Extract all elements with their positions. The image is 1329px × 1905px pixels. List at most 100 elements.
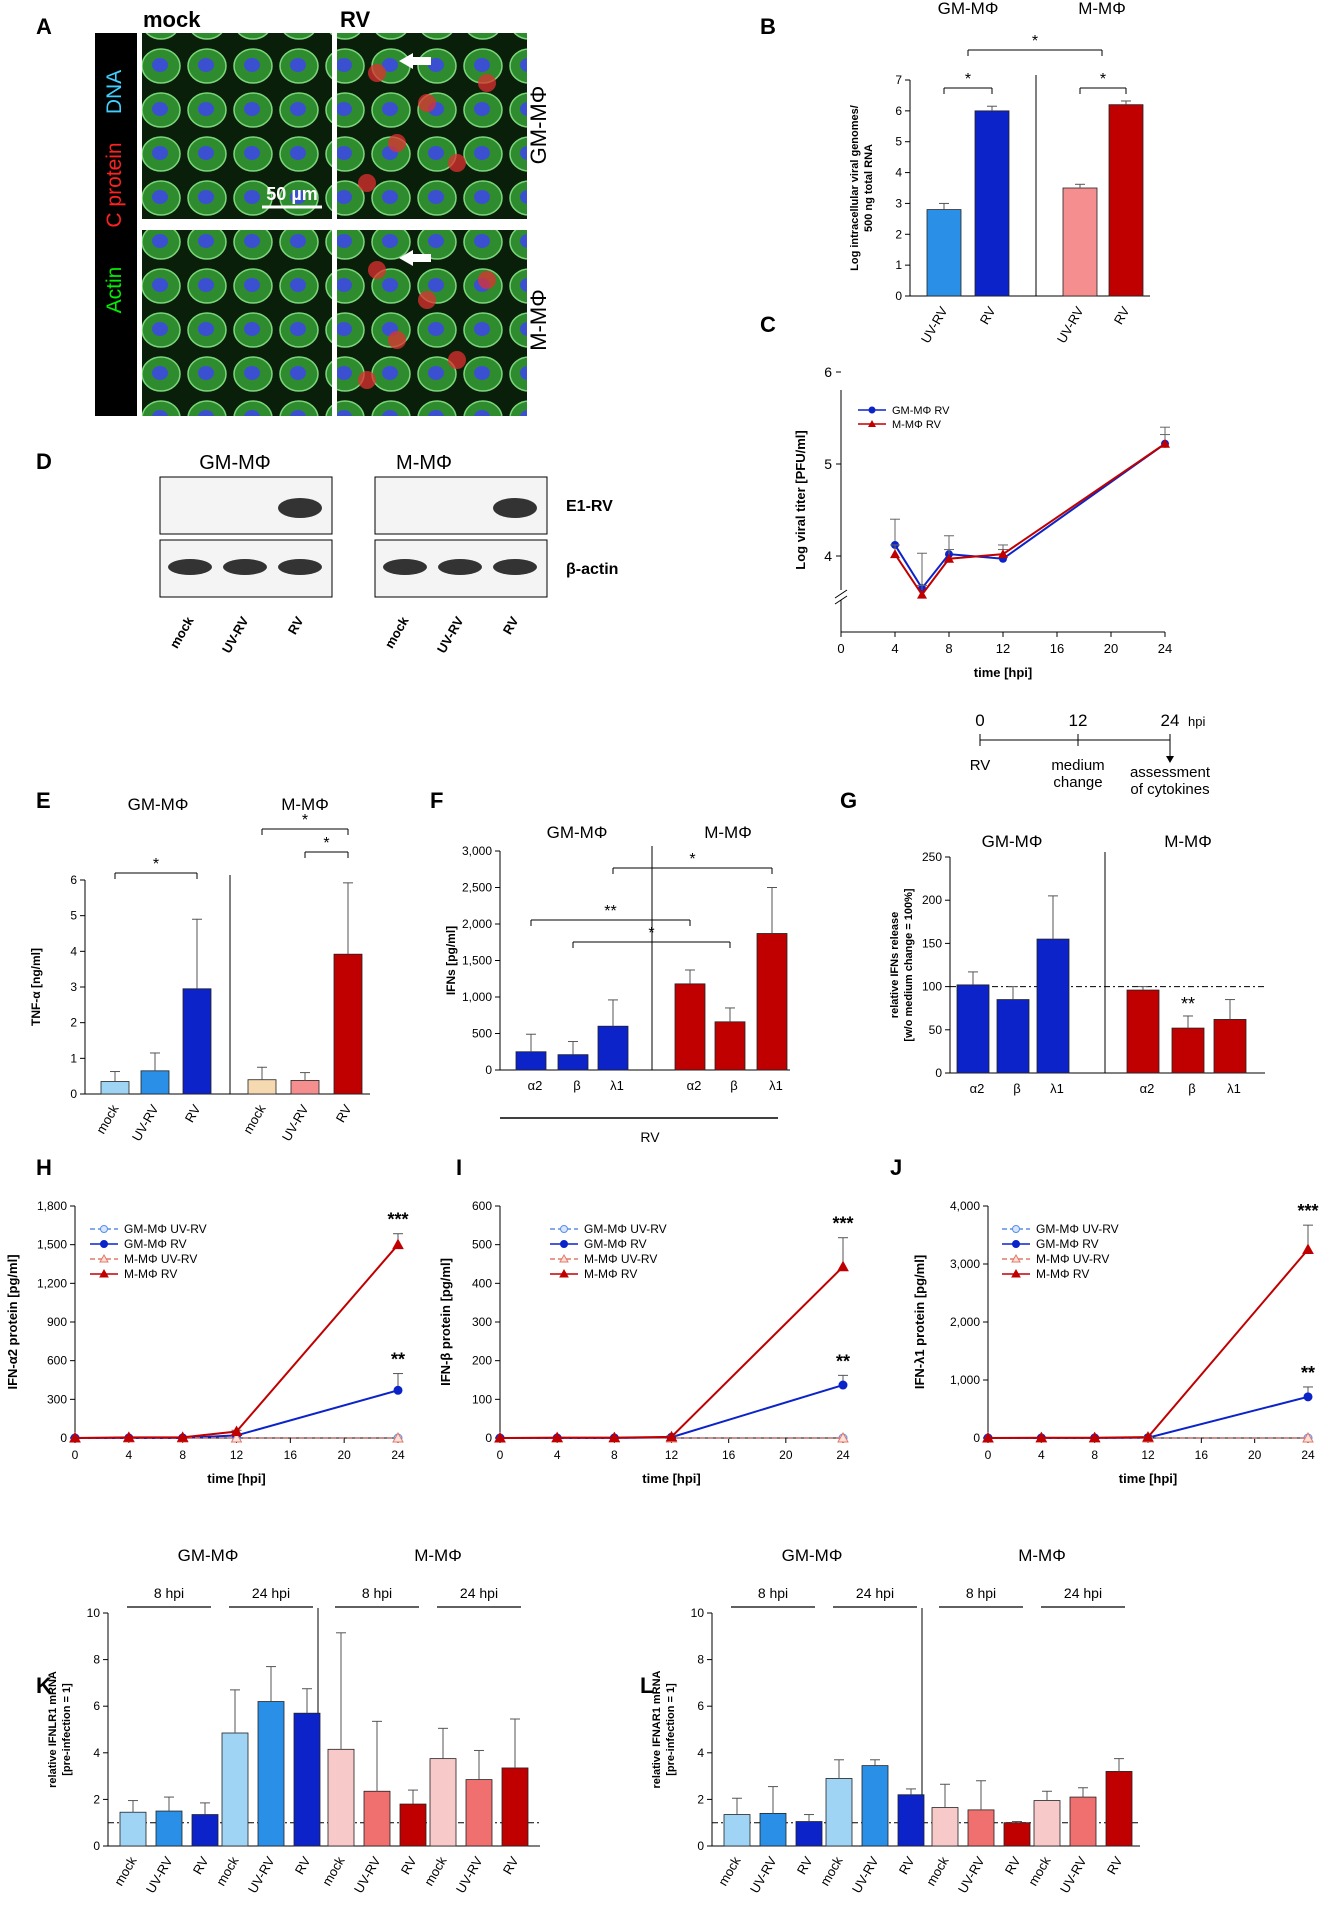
chart-L-x-label: RV	[794, 1854, 816, 1877]
chart-H-y-tick-label: 900	[47, 1315, 67, 1329]
chart-E-significance: *	[302, 812, 308, 829]
chart-J-x-tick-label: 16	[1195, 1448, 1209, 1462]
blot-group-gm: GM-MΦ	[199, 452, 271, 474]
blot-lane-label: mock	[382, 613, 412, 651]
chart-E-y-tick-label: 0	[70, 1087, 77, 1101]
chart-I-legend-marker	[560, 1225, 568, 1233]
chart-E-significance: *	[153, 856, 159, 873]
chart-I-data-point	[837, 1431, 849, 1443]
blot-actin-band-m	[493, 559, 537, 575]
chart-F-significance: *	[689, 851, 695, 868]
chart-F-bar	[674, 983, 706, 1071]
chart-E-x-label: UV-RV	[279, 1102, 312, 1144]
chart-L-bar	[825, 1778, 853, 1847]
chart-E-x-label: RV	[333, 1102, 355, 1125]
chart-H-legend-marker	[100, 1240, 108, 1248]
channel-legend-bar	[95, 33, 137, 416]
chart-K-x-label: mock	[213, 1854, 242, 1889]
chart-H-annotation: ***	[387, 1210, 408, 1230]
chart-H-x-tick-label: 20	[337, 1448, 351, 1462]
row-label-m: M-MΦ	[526, 289, 551, 351]
chart-I-annotation: ***	[832, 1214, 853, 1234]
chart-C-series-line	[894, 442, 1166, 590]
arrow-icon	[399, 53, 431, 69]
chart-E-bar	[140, 1070, 170, 1095]
chart-F-x-label: α2	[528, 1078, 543, 1093]
timeline-label-0: 0	[975, 711, 984, 730]
chart-B-bar	[926, 209, 962, 297]
chart-B-significance: *	[965, 71, 971, 88]
chart-J-annotation: **	[1301, 1363, 1315, 1383]
chart-B-significance: *	[1032, 33, 1038, 50]
chart-J-legend-label: GM-MΦ RV	[1036, 1237, 1099, 1251]
panel-label-I: I	[456, 1155, 462, 1180]
chart-L-x-label: mock	[715, 1854, 744, 1889]
chart-F-bar	[756, 933, 788, 1071]
chart-I-data-point	[665, 1430, 678, 1442]
chart-K-bar	[191, 1814, 219, 1847]
chart-I-legend-label: GM-MΦ UV-RV	[584, 1222, 667, 1236]
chart-H-data-point	[122, 1431, 135, 1442]
chart-H-x-tick-label: 4	[125, 1448, 132, 1462]
chart-K-bar	[119, 1811, 147, 1847]
chart-K-bar	[465, 1779, 493, 1847]
chart-F-y-tick-label: 500	[472, 1027, 492, 1041]
chart-G-y-tick-label: 50	[929, 1023, 943, 1037]
chart-I-legend-label: M-MΦ RV	[584, 1267, 637, 1281]
chart-I-y-tick-label: 400	[472, 1276, 492, 1290]
chart-I-annotation: **	[836, 1351, 850, 1371]
chart-C-x-tick-label: 4	[891, 641, 898, 656]
chart-G-y-tick-label: 0	[935, 1066, 942, 1080]
blot-actin-band-gm	[223, 559, 267, 575]
chart-G-ylabel-2: [w/o medium change = 100%]	[903, 888, 915, 1041]
chart-B-y-tick-label: 6	[895, 104, 902, 118]
chart-L-bar	[723, 1814, 751, 1847]
timeline-rv: RV	[970, 757, 991, 774]
chart-C-data-point	[998, 549, 1008, 559]
blot-actin-band-m	[438, 559, 482, 575]
panel-label-B: B	[760, 14, 776, 39]
chart-H-y-tick-label: 1,500	[37, 1238, 67, 1252]
chart-H-legend-label: GM-MΦ UV-RV	[124, 1222, 207, 1236]
chart-H-legend-marker	[99, 1253, 109, 1263]
chart-L-y-tick-label: 10	[691, 1606, 705, 1620]
chart-J-x-tick-label: 20	[1248, 1448, 1262, 1462]
chart-G-bar	[1126, 989, 1160, 1074]
blot-group-m: M-MΦ	[396, 452, 452, 474]
chart-B-x-label: RV	[1111, 304, 1133, 327]
chart-J-x-tick-label: 8	[1091, 1448, 1098, 1462]
chart-K-y-tick-label: 10	[87, 1606, 101, 1620]
blot-lane-label: RV	[285, 614, 307, 637]
panel-label-D: D	[36, 449, 52, 474]
chart-L-y-tick-label: 2	[697, 1792, 704, 1806]
chart-J-data-point	[1088, 1431, 1101, 1443]
chart-H-data-point	[230, 1425, 243, 1437]
chart-F-rv-label: RV	[640, 1129, 660, 1145]
chart-G-y-tick-label: 150	[922, 936, 942, 950]
chart-J-xlabel: time [hpi]	[1119, 1471, 1178, 1486]
chart-K-x-label: UV-RV	[245, 1854, 278, 1896]
chart-J-y-tick-label: 2,000	[950, 1315, 980, 1329]
chart-J-y-tick-label: 0	[973, 1431, 980, 1445]
chart-H-data-point	[393, 1385, 403, 1395]
chart-H-data-point	[230, 1431, 243, 1443]
chart-B-y-tick-label: 1	[895, 258, 902, 272]
chart-B-group-label: M-MΦ	[1078, 0, 1126, 18]
chart-G-bar	[956, 984, 990, 1074]
chart-J-data-point	[1142, 1431, 1154, 1442]
chart-K-bar	[429, 1758, 457, 1847]
chart-L-bar	[861, 1765, 889, 1847]
chart-L-bar	[931, 1807, 959, 1847]
column-label-mock: mock	[143, 7, 201, 32]
chart-J-y-tick-label: 1,000	[950, 1373, 980, 1387]
chart-C-x-tick-label: 8	[945, 641, 952, 656]
chart-L-bar	[967, 1809, 995, 1847]
chart-K-x-label: RV	[190, 1854, 212, 1877]
chart-J-legend-marker	[1011, 1253, 1021, 1263]
chart-L-x-label: RV	[1002, 1854, 1024, 1877]
chart-I-series-line	[499, 1265, 844, 1439]
chart-H-y-tick-label: 1,800	[37, 1199, 67, 1213]
micrograph-m-rv-infected-cell	[448, 351, 466, 369]
chart-H-xlabel: time [hpi]	[207, 1471, 266, 1486]
chart-J-legend-label: M-MΦ RV	[1036, 1267, 1089, 1281]
